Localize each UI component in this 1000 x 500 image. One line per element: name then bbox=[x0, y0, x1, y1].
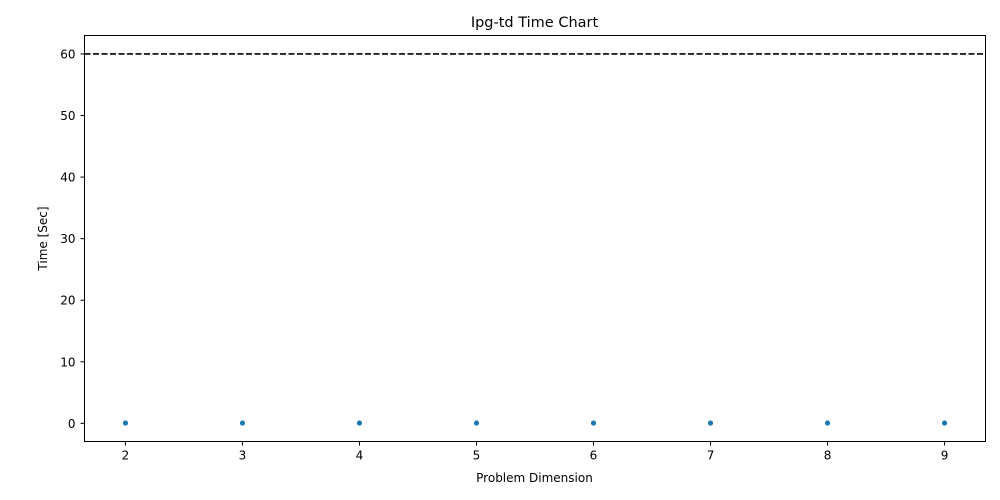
data-point bbox=[707, 420, 714, 426]
x-tick-label: 8 bbox=[824, 449, 832, 463]
x-tick-label: 5 bbox=[473, 449, 481, 463]
y-tick-label: 60 bbox=[60, 47, 75, 61]
y-axis: 0 10 20 30 40 50 60 bbox=[60, 47, 85, 431]
x-tick-label: 2 bbox=[122, 449, 130, 463]
y-tick-label: 20 bbox=[60, 294, 75, 308]
x-axis: 2 3 4 5 6 7 8 9 bbox=[122, 441, 949, 463]
x-axis-label: Problem Dimension bbox=[476, 471, 593, 485]
data-point bbox=[941, 420, 948, 426]
plot-area bbox=[84, 53, 986, 426]
data-point bbox=[824, 420, 831, 426]
data-point bbox=[473, 420, 480, 426]
y-axis-label: Time [Sec] bbox=[36, 206, 50, 271]
plot-frame bbox=[84, 35, 986, 442]
x-tick-label: 4 bbox=[356, 449, 364, 463]
chart-title: Ipg-td Time Chart bbox=[471, 15, 599, 31]
y-tick-label: 50 bbox=[60, 109, 75, 123]
data-point bbox=[590, 420, 597, 426]
y-tick-label: 10 bbox=[60, 355, 75, 369]
y-tick-label: 30 bbox=[60, 232, 75, 246]
x-tick-label: 6 bbox=[590, 449, 598, 463]
y-tick-label: 40 bbox=[60, 171, 75, 185]
x-tick-label: 7 bbox=[707, 449, 715, 463]
data-point bbox=[122, 420, 129, 426]
data-point bbox=[356, 420, 363, 426]
x-tick-label: 3 bbox=[239, 449, 247, 463]
x-tick-label: 9 bbox=[941, 449, 949, 463]
y-tick-label: 0 bbox=[68, 417, 76, 431]
data-point bbox=[239, 420, 246, 426]
